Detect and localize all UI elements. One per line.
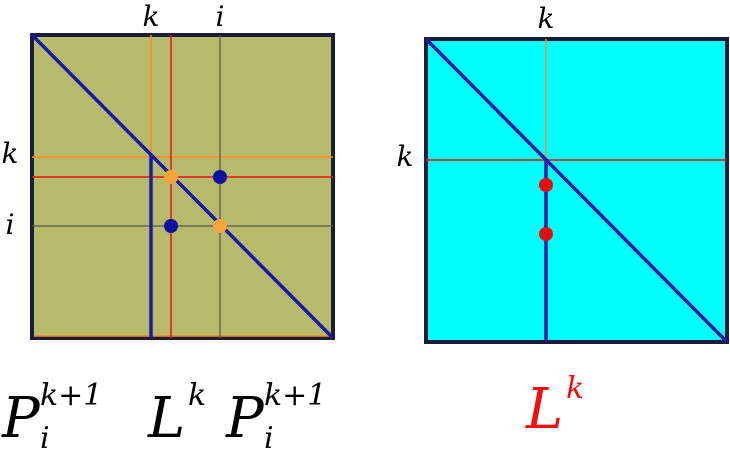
left-top-label-k: k [143,0,160,33]
caption-p2: P [225,386,265,451]
caption-p1-sup: k+1 [40,378,102,413]
caption-l: L [147,386,185,451]
right-side-label-k: k [397,140,414,173]
left-orange-dot-lower [213,219,227,233]
left-matrix-panel: k i k i [2,0,335,340]
right-top-label-k: k [538,2,555,35]
right-matrix-panel: k k [397,2,729,344]
caption-l-sup: k [188,378,206,413]
left-orange-dot-upper [164,170,178,184]
left-diagonal [30,33,335,340]
right-red-dot-lower [539,227,553,241]
left-caption: P k+1 i L k P k+1 i [1,378,326,452]
left-side-label-k: k [2,137,19,170]
caption-red-l: L [525,377,563,442]
caption-p2-sup: k+1 [264,378,326,413]
caption-red-l-sup: k [566,371,584,406]
left-top-label-i: i [216,0,225,33]
right-caption: L k [525,371,584,442]
caption-p1-sub: i [40,421,50,452]
left-side-label-i: i [6,208,15,241]
caption-p2-sub: i [264,421,274,452]
left-blue-dot-lower [164,219,178,233]
left-blue-dot-upper [213,170,227,184]
caption-p1: P [1,386,41,451]
right-red-dot-upper [539,178,553,192]
right-diagonal [424,37,729,344]
